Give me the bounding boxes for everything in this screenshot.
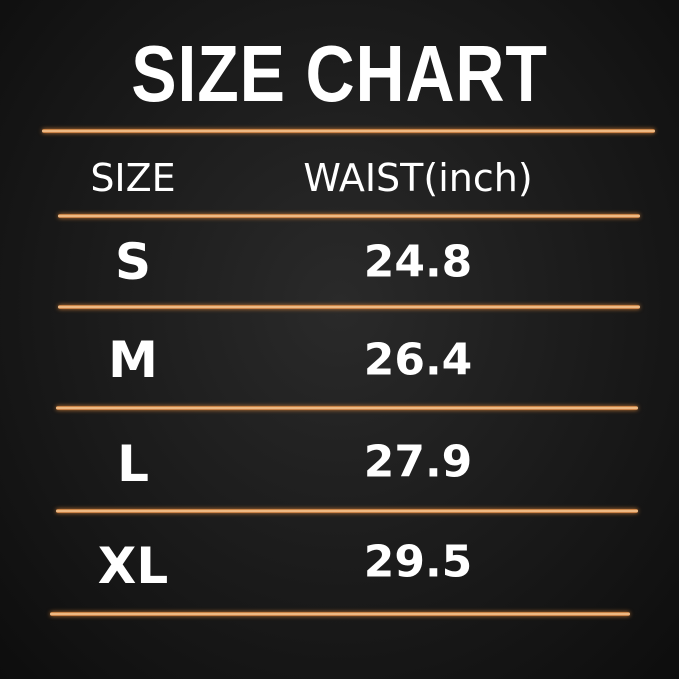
row-size: XL <box>97 537 169 595</box>
row-size: S <box>114 233 152 291</box>
divider <box>56 509 638 513</box>
row-size: L <box>117 435 149 493</box>
row-waist: 24.8 <box>363 236 473 288</box>
header-size: SIZE <box>90 156 176 200</box>
row-waist: 27.9 <box>363 436 473 488</box>
divider <box>56 406 638 410</box>
divider <box>42 129 655 133</box>
header-waist: WAIST(inch) <box>303 156 533 200</box>
row-waist: 26.4 <box>363 334 473 386</box>
divider <box>50 612 630 616</box>
divider <box>58 305 640 309</box>
page-title: SIZE CHART <box>131 29 548 118</box>
row-size: M <box>108 331 158 389</box>
divider <box>58 214 640 218</box>
row-waist: 29.5 <box>363 536 473 588</box>
